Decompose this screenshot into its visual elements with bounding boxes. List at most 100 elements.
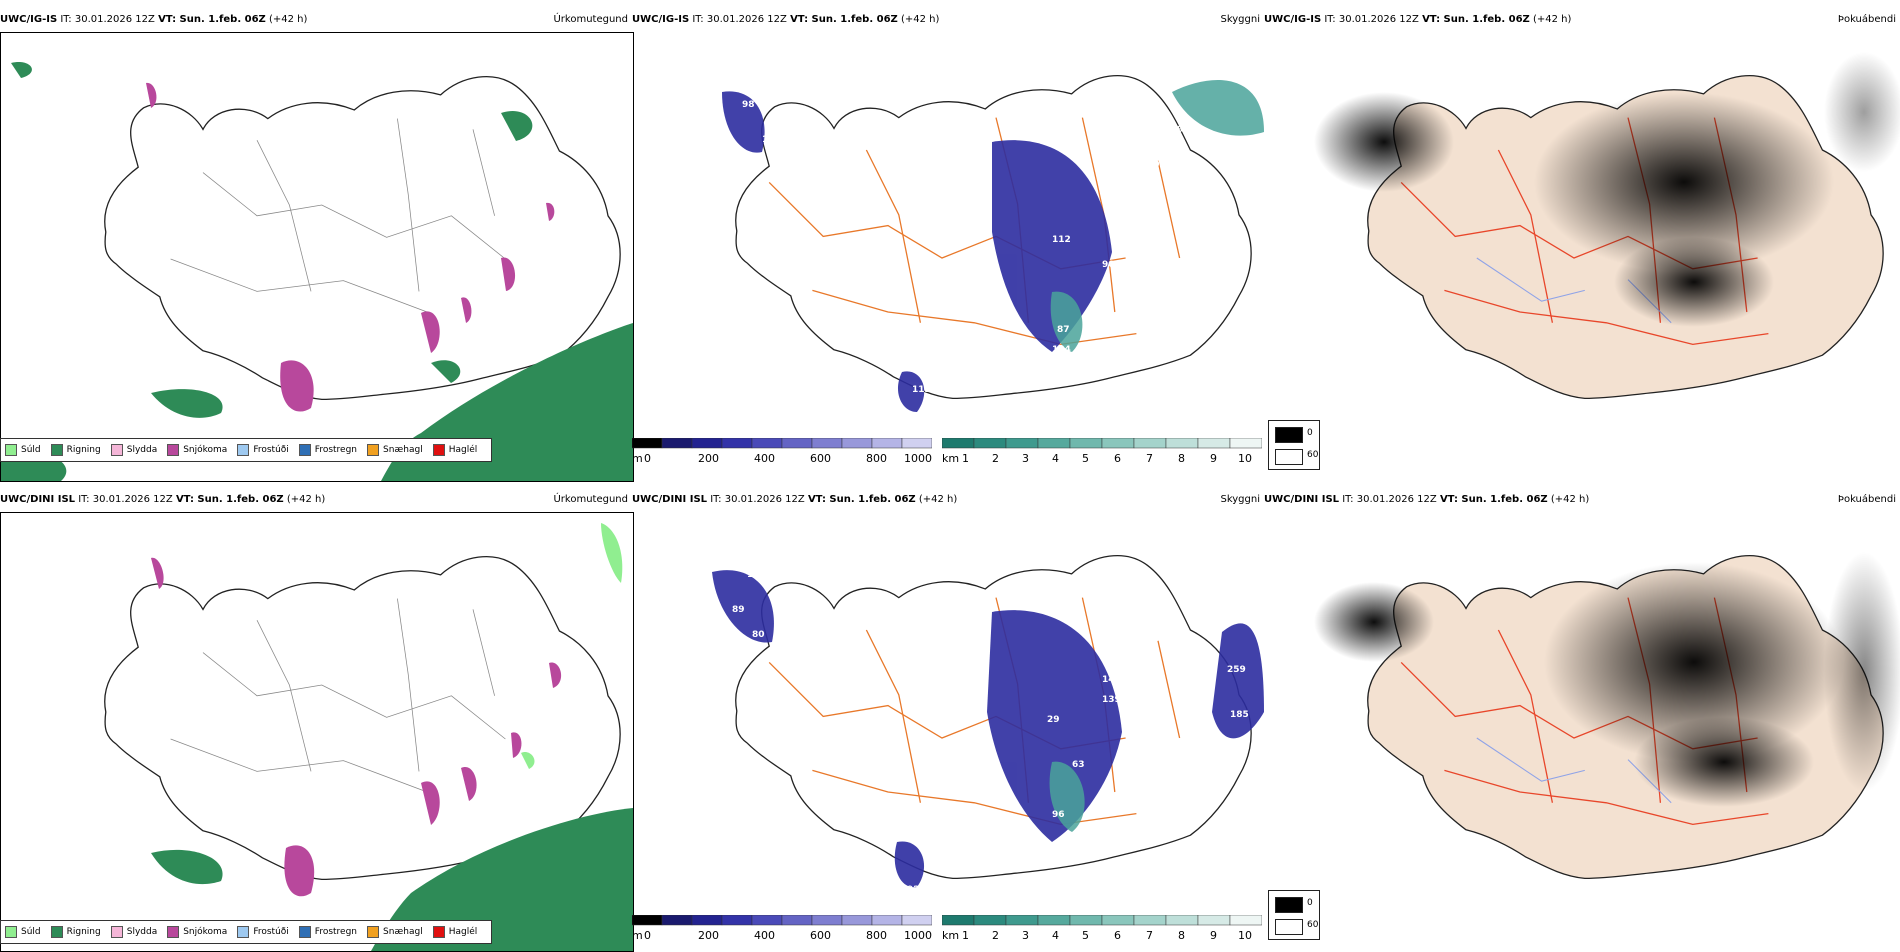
colorbar-swatch	[751, 915, 783, 926]
tick-label: 400	[754, 929, 775, 942]
colorbar-swatch	[811, 915, 843, 926]
sky-title: Skyggni	[1220, 14, 1260, 25]
visibility-value: 125	[1122, 270, 1141, 280]
fog-map[interactable]	[1264, 32, 1900, 442]
visibility-value: 169	[1222, 750, 1241, 760]
precip-legend: Súld Rigning Slydda Snjókoma Frostúði Fr…	[0, 920, 493, 944]
colorbar-swatch	[871, 915, 903, 926]
visibility-value: 80	[752, 630, 765, 640]
colorbar-swatch	[841, 438, 873, 449]
colorbar-swatch	[942, 438, 975, 449]
legend-item: Slydda	[110, 926, 157, 938]
visibility-value: 111	[1122, 630, 1141, 640]
legend-item: Snjókoma	[167, 444, 227, 456]
colorbar-swatch	[1133, 438, 1167, 449]
fog-map[interactable]	[1264, 512, 1900, 912]
panel-title: UWC/IG-IS IT: 30.01.2026 12Z VT: Sun. 1.…	[632, 14, 940, 25]
tick-label: 5	[1082, 929, 1089, 942]
tick-label: 400	[754, 452, 775, 465]
visibility-value: 147	[1102, 675, 1121, 685]
tick-label: 10	[1238, 929, 1252, 942]
legend-item: Frostúði	[237, 926, 289, 938]
visibility-colorbar: km 1 2 3 4 5 6 7 8 9 10	[942, 438, 1262, 466]
precip-legend: Súld Rigning Slydda Snjókoma Frostúði Fr…	[0, 438, 493, 462]
tick-label: 1000	[904, 929, 932, 942]
sky-title: Skyggni	[1220, 494, 1260, 505]
tick-label: 600	[810, 452, 831, 465]
visibility-value: 57	[927, 410, 940, 420]
precip-map[interactable]	[0, 32, 634, 482]
fog-legend: 0 60	[1268, 420, 1320, 470]
colorbar-swatch	[973, 915, 1007, 926]
legend-item: Rigning	[50, 444, 101, 456]
visibility-value: 138	[1142, 610, 1161, 620]
colorbar-swatch	[632, 438, 663, 449]
colorbar-swatch	[1101, 915, 1135, 926]
tick-label: 8	[1178, 929, 1185, 942]
row-1: UWC/IG-IS IT: 30.01.2026 12Z VT: Sun. 1.…	[0, 10, 1900, 482]
tick-label: 6	[1114, 929, 1121, 942]
legend-item: Snjókoma	[167, 926, 227, 938]
colorbar-swatch	[841, 915, 873, 926]
tick-label: 4	[1052, 452, 1059, 465]
tick-label: 0	[644, 452, 651, 465]
legend-swatch	[50, 444, 63, 456]
visibility-value: 96	[1052, 810, 1065, 820]
colorbar-swatch	[1133, 915, 1167, 926]
legend-swatch	[237, 444, 250, 456]
visibility-value: 184	[1052, 345, 1071, 355]
legend-swatch	[367, 444, 380, 456]
visibility-value: 90	[1102, 260, 1115, 270]
legend-item: Snæhagl	[367, 926, 423, 938]
colorbar-swatch	[942, 915, 975, 926]
colorbar-swatch	[871, 438, 903, 449]
tick-label: 0	[644, 929, 651, 942]
fog-legend-label: 0	[1307, 428, 1313, 438]
colorbar-swatch	[1229, 915, 1262, 926]
legend-swatch	[167, 444, 180, 456]
visibility-unit: km	[942, 929, 960, 942]
colorbar-swatch	[811, 438, 843, 449]
row-2: UWC/DINI ISL IT: 30.01.2026 12Z VT: Sun.…	[0, 490, 1900, 952]
tick-label: 2	[992, 929, 999, 942]
legend-swatch	[432, 444, 445, 456]
cloud-base-bar	[632, 438, 932, 449]
sky-panel-1: UWC/IG-IS IT: 30.01.2026 12Z VT: Sun. 1.…	[632, 10, 1264, 480]
legend-swatch	[367, 926, 380, 938]
visibility-map[interactable]: 98 12 944 80 63 68 112 90 108 125 113 184 87 112 57	[632, 32, 1264, 442]
colorbar-swatch	[1037, 915, 1071, 926]
visibility-value: 63	[1072, 760, 1085, 770]
colorbar-swatch	[1005, 438, 1039, 449]
colorbar-swatch	[1005, 915, 1039, 926]
visibility-value: 144	[772, 650, 791, 660]
precip-panel-1: UWC/IG-IS IT: 30.01.2026 12Z VT: Sun. 1.…	[0, 10, 634, 482]
colorbar-swatch	[1069, 438, 1103, 449]
visibility-value: 112	[912, 385, 931, 395]
tick-label: 4	[1052, 929, 1059, 942]
visibility-unit: km	[942, 452, 960, 465]
panel-title: UWC/IG-IS IT: 30.01.2026 12Z VT: Sun. 1.…	[0, 14, 308, 25]
colorbar-swatch	[691, 438, 723, 449]
colorbar-swatch	[751, 438, 783, 449]
tick-label: 10	[1238, 452, 1252, 465]
colorbar-swatch	[1037, 438, 1071, 449]
precip-map[interactable]	[0, 512, 634, 952]
tick-label: 1	[962, 929, 969, 942]
legend-swatch	[5, 926, 17, 938]
precip-panel-2: UWC/DINI ISL IT: 30.01.2026 12Z VT: Sun.…	[0, 490, 634, 952]
visibility-value: 98	[742, 100, 755, 110]
visibility-value: 29	[1047, 715, 1060, 725]
visibility-value: 92	[907, 885, 920, 895]
visibility-value: 113	[1122, 300, 1141, 310]
colorbar-swatch	[973, 438, 1007, 449]
visibility-value: 243	[1082, 830, 1101, 840]
fog-panel-2: UWC/DINI ISL IT: 30.01.2026 12Z VT: Sun.…	[1264, 490, 1900, 950]
colorbar-swatch	[781, 438, 813, 449]
colorbar-swatch	[661, 438, 693, 449]
legend-swatch	[50, 926, 63, 938]
visibility-bar	[942, 915, 1262, 926]
legend-swatch	[298, 926, 311, 938]
legend-item: Súld	[5, 926, 41, 938]
visibility-value: 12	[762, 135, 775, 145]
